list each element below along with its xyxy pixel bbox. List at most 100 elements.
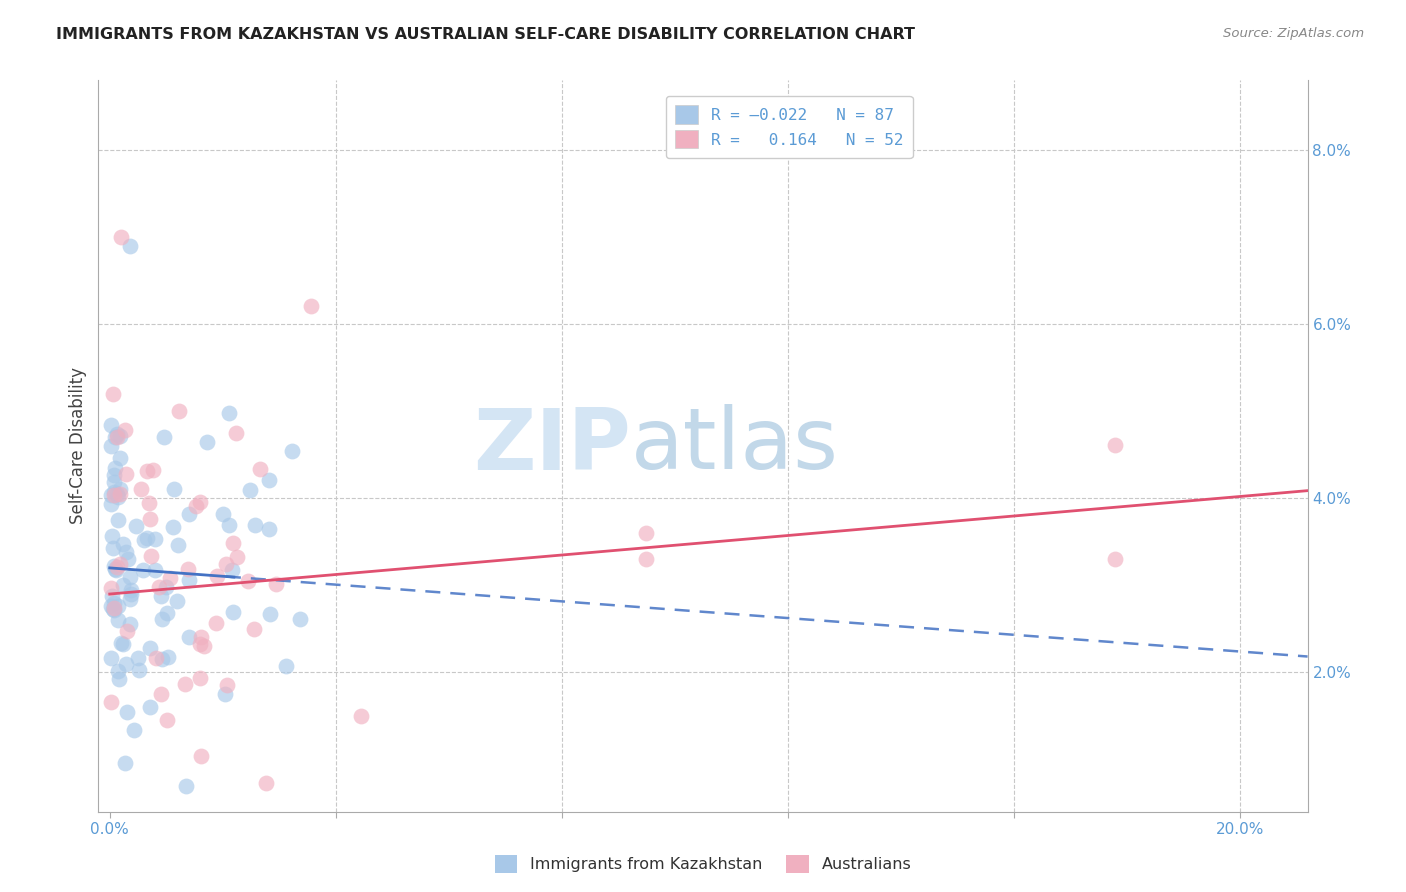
Point xyxy=(111,578,134,592)
Point xyxy=(236,574,259,589)
Point xyxy=(110,636,132,650)
Point xyxy=(150,652,173,666)
Point xyxy=(103,600,125,615)
Point xyxy=(101,541,124,555)
Point xyxy=(153,430,176,444)
Text: IMMIGRANTS FROM KAZAKHSTAN VS AUSTRALIAN SELF-CARE DISABILITY CORRELATION CHART: IMMIGRANTS FROM KAZAKHSTAN VS AUSTRALIAN… xyxy=(56,27,915,42)
Point xyxy=(243,518,266,533)
Point xyxy=(166,537,188,551)
Point xyxy=(117,552,139,566)
Point xyxy=(142,462,165,476)
Point xyxy=(115,624,138,639)
Point xyxy=(104,461,127,475)
Point xyxy=(139,699,162,714)
Point xyxy=(108,557,131,571)
Point xyxy=(155,713,177,727)
Point xyxy=(239,483,262,497)
Point xyxy=(120,582,142,597)
Point xyxy=(103,603,125,617)
Point xyxy=(103,485,125,500)
Point xyxy=(259,607,281,621)
Point xyxy=(1104,438,1126,452)
Y-axis label: Self-Care Disability: Self-Care Disability xyxy=(69,368,87,524)
Point xyxy=(120,570,142,584)
Point xyxy=(177,573,200,587)
Point xyxy=(184,499,207,513)
Point xyxy=(145,651,167,665)
Point xyxy=(149,688,172,702)
Point xyxy=(148,580,170,594)
Point xyxy=(114,423,136,437)
Point xyxy=(141,549,163,563)
Point xyxy=(129,482,152,496)
Point xyxy=(190,749,212,764)
Point xyxy=(188,495,211,509)
Point xyxy=(111,637,134,651)
Point xyxy=(281,443,304,458)
Point xyxy=(288,612,311,626)
Point xyxy=(107,599,129,614)
Point xyxy=(264,577,287,591)
Point xyxy=(132,563,155,577)
Point xyxy=(115,706,138,720)
Point xyxy=(134,533,156,548)
Point xyxy=(110,482,132,496)
Point xyxy=(103,387,125,401)
Point xyxy=(143,532,166,546)
Point xyxy=(107,672,129,686)
Point xyxy=(225,425,247,440)
Point xyxy=(108,450,131,465)
Point xyxy=(193,640,215,654)
Point xyxy=(127,651,149,665)
Point xyxy=(249,462,271,476)
Legend: Immigrants from Kazakhstan, Australians: Immigrants from Kazakhstan, Australians xyxy=(488,848,918,880)
Point xyxy=(115,657,138,672)
Legend: R = –0.022   N = 87, R =   0.164   N = 52: R = –0.022 N = 87, R = 0.164 N = 52 xyxy=(666,95,912,158)
Point xyxy=(104,430,127,444)
Point xyxy=(242,622,264,636)
Point xyxy=(214,557,236,571)
Point xyxy=(103,488,125,502)
Point xyxy=(105,487,128,501)
Point xyxy=(100,599,122,614)
Point xyxy=(222,536,245,550)
Point xyxy=(636,552,658,566)
Point xyxy=(163,482,186,496)
Point xyxy=(100,651,122,665)
Point xyxy=(174,677,197,691)
Point xyxy=(107,490,129,504)
Point xyxy=(105,560,128,574)
Point xyxy=(110,230,132,244)
Point xyxy=(350,709,373,723)
Point xyxy=(159,571,181,585)
Point xyxy=(222,605,245,619)
Point xyxy=(1104,552,1126,566)
Point xyxy=(135,464,157,478)
Point xyxy=(105,430,128,444)
Point xyxy=(177,561,200,575)
Point xyxy=(105,563,128,577)
Point xyxy=(104,562,127,576)
Point xyxy=(299,299,322,313)
Point xyxy=(149,590,172,604)
Point xyxy=(166,594,188,608)
Point xyxy=(114,756,136,770)
Point xyxy=(157,649,180,664)
Point xyxy=(122,723,145,737)
Point xyxy=(254,776,277,790)
Point xyxy=(103,468,125,483)
Point xyxy=(100,581,122,595)
Text: Source: ZipAtlas.com: Source: ZipAtlas.com xyxy=(1223,27,1364,40)
Point xyxy=(115,467,138,482)
Point xyxy=(207,568,229,582)
Point xyxy=(636,526,658,541)
Point xyxy=(120,239,142,253)
Point xyxy=(101,589,124,603)
Point xyxy=(276,658,298,673)
Point xyxy=(259,522,281,536)
Point xyxy=(118,592,141,607)
Point xyxy=(107,665,129,679)
Point xyxy=(101,602,124,616)
Point xyxy=(108,429,131,443)
Point xyxy=(105,426,128,441)
